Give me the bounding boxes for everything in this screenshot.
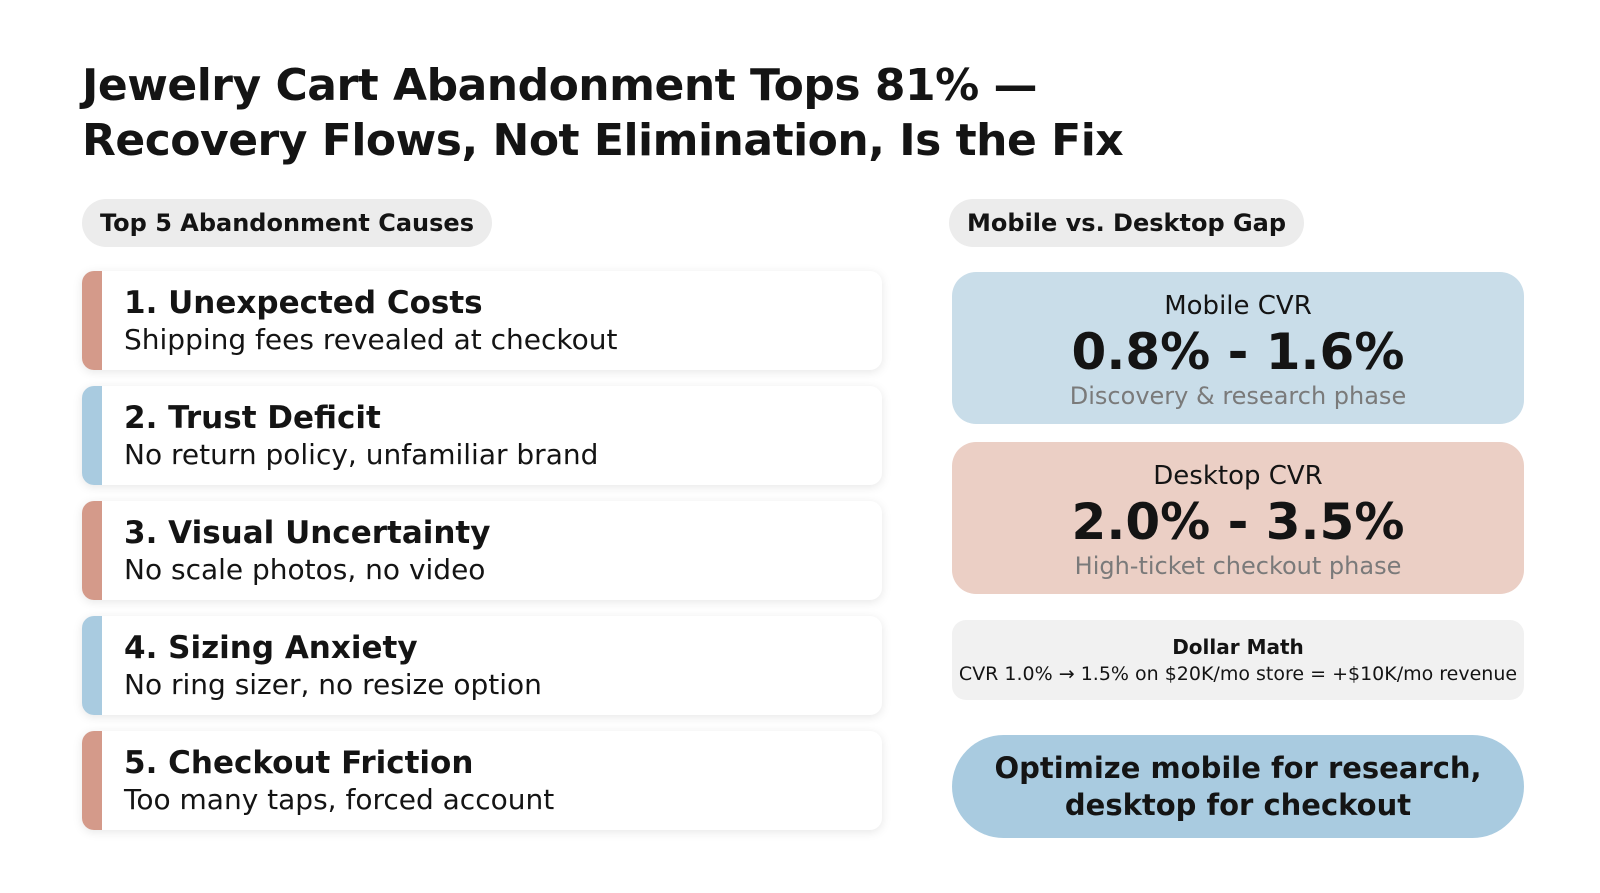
title-line-2: Recovery Flows, Not Elimination, Is the …	[82, 115, 1124, 166]
cause-title: 5. Checkout Friction	[124, 745, 474, 781]
cause-accent-bar	[82, 616, 102, 715]
recommendation-callout: Optimize mobile for research, desktop fo…	[952, 735, 1524, 838]
cause-accent-bar	[82, 386, 102, 485]
dollar-math-title: Dollar Math	[1172, 635, 1304, 659]
page-title: Jewelry Cart Abandonment Tops 81% — Reco…	[82, 58, 1182, 168]
desktop-cvr-value: 2.0% - 3.5%	[1071, 493, 1405, 551]
causes-section-label: Top 5 Abandonment Causes	[82, 199, 492, 247]
cause-title: 1. Unexpected Costs	[124, 285, 483, 321]
cause-title: 2. Trust Deficit	[124, 400, 381, 436]
desktop-cvr-label: Desktop CVR	[1153, 461, 1323, 491]
cause-description: No return policy, unfamiliar brand	[124, 438, 599, 471]
cause-card-checkout-friction: 5. Checkout Friction Too many taps, forc…	[82, 731, 882, 830]
title-line-1: Jewelry Cart Abandonment Tops 81% —	[82, 60, 1038, 111]
cause-description: Shipping fees revealed at checkout	[124, 323, 618, 356]
cause-card-sizing-anxiety: 4. Sizing Anxiety No ring sizer, no resi…	[82, 616, 882, 715]
causes-list: 1. Unexpected Costs Shipping fees reveal…	[82, 271, 882, 846]
cause-card-trust-deficit: 2. Trust Deficit No return policy, unfam…	[82, 386, 882, 485]
mobile-cvr-card: Mobile CVR 0.8% - 1.6% Discovery & resea…	[952, 272, 1524, 424]
cause-accent-bar	[82, 501, 102, 600]
mobile-cvr-subtitle: Discovery & research phase	[1069, 382, 1407, 410]
mobile-cvr-value: 0.8% - 1.6%	[1071, 323, 1405, 381]
dollar-math-body: CVR 1.0% → 1.5% on $20K/mo store = +$10K…	[958, 663, 1518, 685]
cause-accent-bar	[82, 731, 102, 830]
dollar-math-box: Dollar Math CVR 1.0% → 1.5% on $20K/mo s…	[952, 620, 1524, 700]
cause-description: No scale photos, no video	[124, 553, 486, 586]
desktop-cvr-subtitle: High-ticket checkout phase	[1074, 552, 1402, 580]
cause-accent-bar	[82, 271, 102, 370]
cause-card-visual-uncertainty: 3. Visual Uncertainty No scale photos, n…	[82, 501, 882, 600]
mobile-cvr-label: Mobile CVR	[1164, 291, 1312, 321]
recommendation-line-1: Optimize mobile for research,	[994, 750, 1482, 785]
cause-title: 3. Visual Uncertainty	[124, 515, 491, 551]
cause-title: 4. Sizing Anxiety	[124, 630, 418, 666]
desktop-cvr-card: Desktop CVR 2.0% - 3.5% High-ticket chec…	[952, 442, 1524, 594]
cause-description: Too many taps, forced account	[124, 783, 555, 816]
recommendation-line-2: desktop for checkout	[1064, 787, 1412, 822]
cause-description: No ring sizer, no resize option	[124, 668, 542, 701]
cause-card-unexpected-costs: 1. Unexpected Costs Shipping fees reveal…	[82, 271, 882, 370]
gap-section-label: Mobile vs. Desktop Gap	[949, 199, 1305, 247]
